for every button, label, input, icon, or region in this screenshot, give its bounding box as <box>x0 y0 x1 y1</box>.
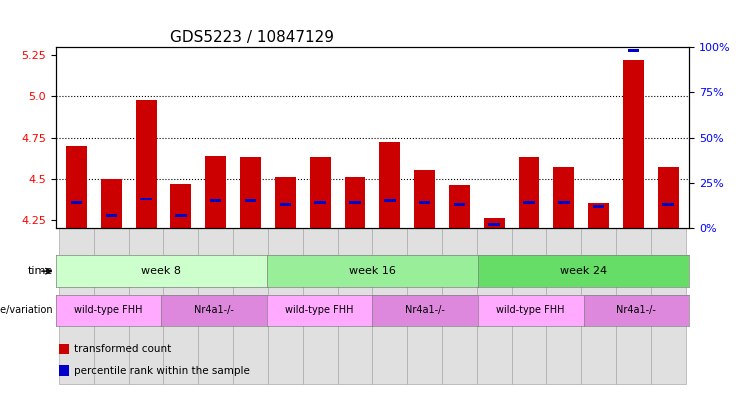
FancyBboxPatch shape <box>476 228 511 384</box>
FancyBboxPatch shape <box>546 228 581 384</box>
FancyBboxPatch shape <box>581 228 616 384</box>
Text: Nr4a1-/-: Nr4a1-/- <box>194 305 234 316</box>
Bar <box>275 177 296 228</box>
Bar <box>519 157 539 228</box>
Bar <box>170 184 191 228</box>
FancyBboxPatch shape <box>338 228 372 384</box>
Bar <box>310 157 330 228</box>
Bar <box>279 203 291 206</box>
FancyBboxPatch shape <box>59 228 94 384</box>
Bar <box>210 199 222 202</box>
FancyBboxPatch shape <box>616 228 651 384</box>
Text: transformed count: transformed count <box>74 344 171 354</box>
Bar <box>414 171 435 228</box>
Text: wild-type FHH: wild-type FHH <box>74 305 142 316</box>
Bar <box>245 199 256 202</box>
Bar <box>140 198 152 200</box>
FancyBboxPatch shape <box>407 228 442 384</box>
Text: week 16: week 16 <box>349 266 396 276</box>
FancyBboxPatch shape <box>94 228 129 384</box>
Bar <box>554 167 574 228</box>
Bar <box>205 156 226 228</box>
Bar <box>523 201 535 204</box>
Bar <box>488 223 500 226</box>
Bar <box>136 100 156 228</box>
Bar <box>175 214 187 217</box>
FancyBboxPatch shape <box>164 228 199 384</box>
Bar <box>314 201 326 204</box>
Bar <box>384 199 396 202</box>
Text: week 24: week 24 <box>560 266 607 276</box>
Text: wild-type FHH: wild-type FHH <box>496 305 565 316</box>
Bar <box>662 203 674 206</box>
Bar <box>628 49 639 52</box>
FancyBboxPatch shape <box>233 228 268 384</box>
Text: week 8: week 8 <box>142 266 181 276</box>
Bar <box>453 203 465 206</box>
FancyBboxPatch shape <box>651 228 685 384</box>
Bar <box>59 344 68 354</box>
Bar <box>105 214 117 217</box>
FancyBboxPatch shape <box>268 228 303 384</box>
Text: Nr4a1-/-: Nr4a1-/- <box>405 305 445 316</box>
FancyBboxPatch shape <box>129 228 164 384</box>
Text: Nr4a1-/-: Nr4a1-/- <box>617 305 657 316</box>
Text: genotype/variation: genotype/variation <box>0 305 53 316</box>
FancyBboxPatch shape <box>511 228 546 384</box>
Bar <box>59 365 68 376</box>
Bar <box>588 203 609 228</box>
Bar <box>558 201 570 204</box>
Bar <box>658 167 679 228</box>
Bar <box>66 146 87 228</box>
Bar <box>419 201 431 204</box>
Bar <box>345 177 365 228</box>
FancyBboxPatch shape <box>442 228 476 384</box>
Text: GDS5223 / 10847129: GDS5223 / 10847129 <box>170 29 333 44</box>
FancyBboxPatch shape <box>199 228 233 384</box>
Bar <box>484 218 505 228</box>
Text: wild-type FHH: wild-type FHH <box>285 305 353 316</box>
Bar <box>379 143 400 228</box>
Bar <box>240 157 261 228</box>
Text: time: time <box>27 266 53 276</box>
Bar <box>70 201 82 204</box>
FancyBboxPatch shape <box>303 228 338 384</box>
Text: percentile rank within the sample: percentile rank within the sample <box>74 365 250 376</box>
FancyBboxPatch shape <box>372 228 407 384</box>
Bar <box>593 205 605 208</box>
Bar <box>349 201 361 204</box>
Bar <box>449 185 470 228</box>
Bar <box>623 60 644 228</box>
Bar <box>101 179 122 228</box>
